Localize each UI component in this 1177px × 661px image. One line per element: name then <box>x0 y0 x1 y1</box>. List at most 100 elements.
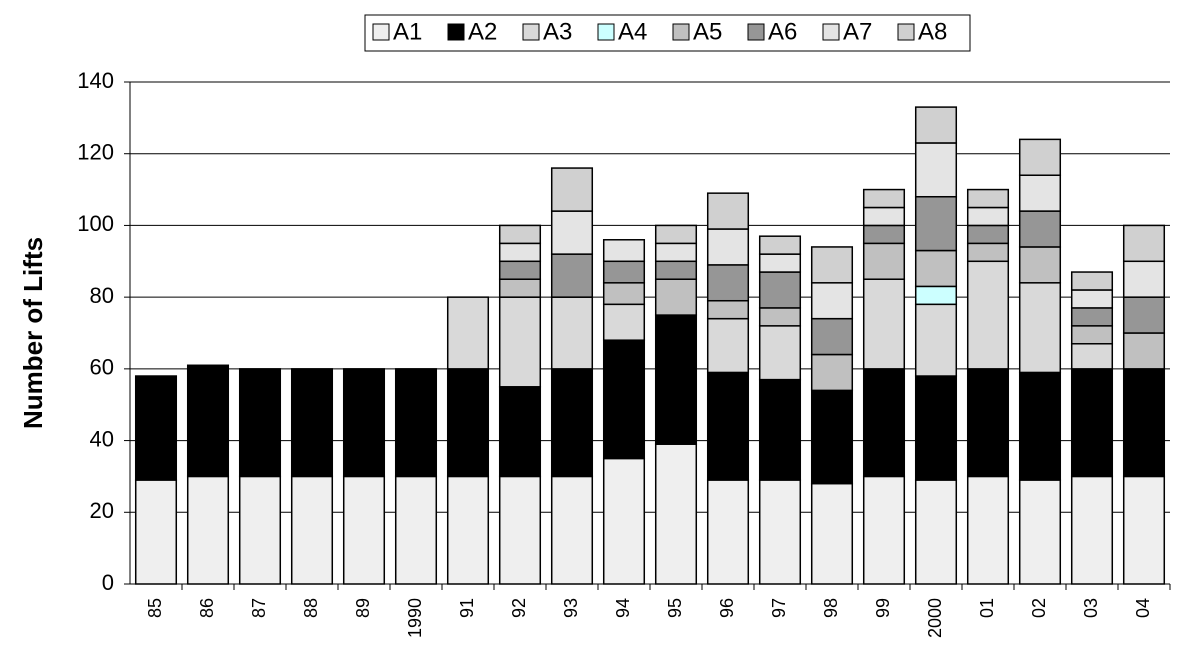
bar-segment <box>550 475 594 585</box>
legend-label: A6 <box>768 18 797 45</box>
x-tick-label: 99 <box>873 598 893 618</box>
bar-segment <box>602 303 646 341</box>
legend-swatch <box>897 23 915 41</box>
bar-segment <box>602 239 646 263</box>
legend-box <box>364 14 971 52</box>
bar-segment <box>862 278 906 370</box>
bar-segment <box>602 260 646 284</box>
y-tick-label: 120 <box>77 140 114 165</box>
bar-segment <box>654 224 698 245</box>
bar-segment <box>862 188 906 209</box>
bar-segment <box>1122 332 1166 370</box>
bar-segment <box>706 317 750 374</box>
bar-segment <box>446 368 490 478</box>
legend-label: A8 <box>918 18 947 45</box>
bar-segment <box>810 482 854 585</box>
legend-swatch <box>597 23 615 41</box>
bar-segment <box>810 246 854 284</box>
bar-segment <box>654 314 698 445</box>
bar-segment <box>602 457 646 585</box>
bar-segment <box>498 224 542 245</box>
bar-segment <box>914 303 958 377</box>
bar-segment <box>1122 224 1166 263</box>
bar-segment <box>706 264 750 302</box>
bar-segment <box>446 296 490 370</box>
x-tick-label: 87 <box>249 598 269 618</box>
bar-segment <box>1070 325 1114 345</box>
bar-segment <box>186 364 230 478</box>
bar-segment <box>1122 475 1166 585</box>
bar-segment <box>966 260 1010 370</box>
bar-segment <box>966 368 1010 478</box>
bar-segment <box>810 353 854 392</box>
bar-segment <box>914 479 958 585</box>
bar-segment <box>134 375 178 481</box>
bar-segment <box>810 317 854 356</box>
x-tick-label: 92 <box>509 598 529 618</box>
bar-segment <box>810 282 854 320</box>
x-tick-label: 95 <box>665 598 685 618</box>
bar-segment <box>1070 368 1114 478</box>
bar-segment <box>862 475 906 585</box>
bar-segment <box>290 368 334 478</box>
bar-segment <box>914 195 958 252</box>
x-tick-label: 91 <box>457 598 477 618</box>
bar-segment <box>706 192 750 230</box>
x-tick-label: 89 <box>353 598 373 618</box>
bar-segment <box>1070 475 1114 585</box>
y-tick-label: 100 <box>77 211 114 236</box>
legend-label: A4 <box>618 18 647 45</box>
bar-segment <box>134 479 178 585</box>
bar-segment <box>1122 296 1166 334</box>
bar-segment <box>342 368 386 478</box>
bar-segment <box>1122 368 1166 478</box>
bar-segment <box>498 278 542 298</box>
bar-segment <box>498 242 542 263</box>
x-tick-label: 96 <box>717 598 737 618</box>
bar-segment <box>550 253 594 298</box>
legend-label: A3 <box>543 18 572 45</box>
legend-label: A7 <box>843 18 872 45</box>
bar-segment <box>966 188 1010 209</box>
y-tick-label: 40 <box>90 426 114 451</box>
bar-segment <box>602 339 646 460</box>
bar-segment <box>914 249 958 288</box>
y-tick-label: 80 <box>90 283 114 308</box>
bar-segment <box>238 368 282 478</box>
x-tick-label: 02 <box>1029 598 1049 618</box>
bar-segment <box>238 475 282 585</box>
bar-segment <box>758 235 802 255</box>
x-tick-label: 88 <box>301 598 321 618</box>
bar-segment <box>706 371 750 481</box>
bar-segment <box>914 106 958 144</box>
bar-segment <box>1018 282 1062 374</box>
legend-swatch <box>522 23 540 41</box>
bar-segment <box>758 307 802 327</box>
bar-segment <box>914 285 958 306</box>
bar-segment <box>706 228 750 266</box>
bar-segment <box>706 479 750 585</box>
y-tick-label: 60 <box>90 355 114 380</box>
bar-segment <box>1018 246 1062 284</box>
x-tick-label: 93 <box>561 598 581 618</box>
bar-segment <box>394 475 438 585</box>
bar-segment <box>758 253 802 273</box>
bar-segment <box>498 386 542 478</box>
bar-segment <box>914 142 958 198</box>
bar-segment <box>446 475 490 585</box>
bar-segment <box>862 368 906 478</box>
y-tick-label: 140 <box>77 68 114 93</box>
bar-segment <box>654 260 698 280</box>
x-tick-label: 2000 <box>925 598 945 638</box>
bar-segment <box>862 224 906 245</box>
bar-segment <box>1018 371 1062 481</box>
bar-segment <box>290 475 334 585</box>
bar-segment <box>186 475 230 585</box>
bar-segment <box>654 242 698 263</box>
bar-segment <box>758 479 802 585</box>
bar-segment <box>654 443 698 585</box>
bar-segment <box>550 296 594 370</box>
legend-label: A1 <box>393 18 422 45</box>
bar-segment <box>1018 479 1062 585</box>
